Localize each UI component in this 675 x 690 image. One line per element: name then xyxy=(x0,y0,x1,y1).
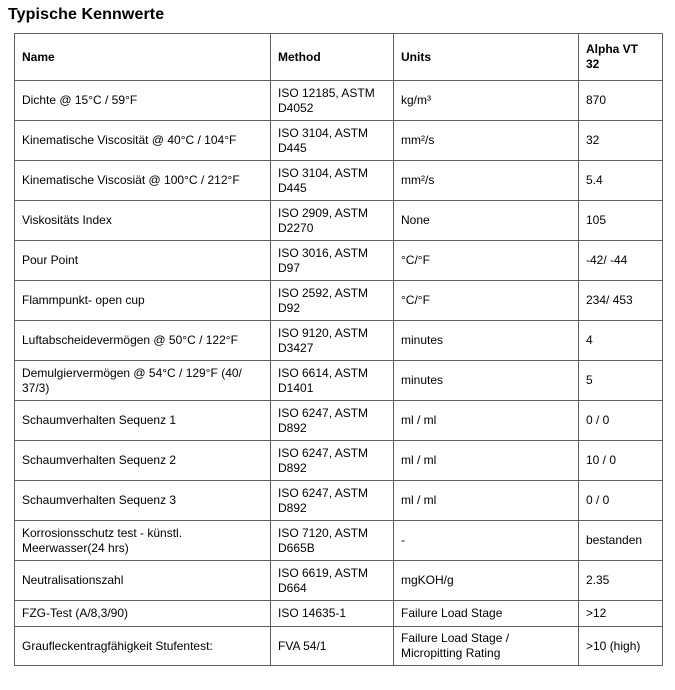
cell-units: ml / ml xyxy=(393,440,579,481)
cell-value: 0 / 0 xyxy=(578,400,663,441)
column-header-units: Units xyxy=(393,33,579,81)
cell-value: 870 xyxy=(578,80,663,121)
cell-units: mm²/s xyxy=(393,160,579,201)
cell-value: >10 (high) xyxy=(578,626,663,666)
cell-value: 5.4 xyxy=(578,160,663,201)
table-row: Pour Point ISO 3016, ASTM D97 °C/°F -42/ -4… xyxy=(14,240,663,281)
cell-value: 234/ 453 xyxy=(578,280,663,321)
cell-name: Demulgiervermögen @ 54°C / 129°F (40/ 37… xyxy=(14,360,271,401)
cell-name: FZG-Test (A/8,3/90) xyxy=(14,600,271,627)
cell-name: Kinematische Viscosiät @ 100°C / 212°F xyxy=(14,160,271,201)
cell-method: ISO 6247, ASTM D892 xyxy=(270,480,394,521)
cell-name: Flammpunkt- open cup xyxy=(14,280,271,321)
cell-units: kg/m³ xyxy=(393,80,579,121)
column-header-method: Method xyxy=(270,33,394,81)
column-header-alpha-vt-32: Alpha VT 32 xyxy=(578,33,663,81)
column-header-name: Name xyxy=(14,33,271,81)
cell-method: ISO 6247, ASTM D892 xyxy=(270,440,394,481)
cell-method: ISO 7120, ASTM D665B xyxy=(270,520,394,561)
cell-units: minutes xyxy=(393,360,579,401)
cell-method: FVA 54/1 xyxy=(270,626,394,666)
cell-method: ISO 9120, ASTM D3427 xyxy=(270,320,394,361)
cell-value: 105 xyxy=(578,200,663,241)
cell-name: Neutralisationszahl xyxy=(14,560,271,601)
page-title: Typische Kennwerte xyxy=(8,6,165,23)
cell-units: °C/°F xyxy=(393,280,579,321)
table-row: Dichte @ 15°C / 59°F ISO 12185, ASTM D405… xyxy=(14,80,663,121)
cell-value: 4 xyxy=(578,320,663,361)
table-row: Viskositäts Index ISO 2909, ASTM D2270 Non… xyxy=(14,200,663,241)
cell-name: Pour Point xyxy=(14,240,271,281)
cell-value: -42/ -44 xyxy=(578,240,663,281)
table-header: Name Method Units Alpha VT 32 xyxy=(14,33,663,81)
cell-method: ISO 2592, ASTM D92 xyxy=(270,280,394,321)
table-row: Kinematische Viscosiät @ 100°C / 212°F IS… xyxy=(14,160,663,201)
table-row: Neutralisationszahl ISO 6619, ASTM D664 mg… xyxy=(14,560,663,601)
cell-value: bestanden xyxy=(578,520,663,561)
cell-method: ISO 14635-1 xyxy=(270,600,394,627)
cell-units: None xyxy=(393,200,579,241)
cell-units: °C/°F xyxy=(393,240,579,281)
table-row: FZG-Test (A/8,3/90) ISO 14635-1 Failure Lo… xyxy=(14,600,663,627)
cell-name: Viskositäts Index xyxy=(14,200,271,241)
cell-method: ISO 6614, ASTM D1401 xyxy=(270,360,394,401)
cell-method: ISO 2909, ASTM D2270 xyxy=(270,200,394,241)
cell-name: Schaumverhalten Sequenz 3 xyxy=(14,480,271,521)
cell-method: ISO 6619, ASTM D664 xyxy=(270,560,394,601)
table-row: Schaumverhalten Sequenz 2 ISO 6247, ASTM … xyxy=(14,440,663,481)
cell-value: >12 xyxy=(578,600,663,627)
cell-method: ISO 6247, ASTM D892 xyxy=(270,400,394,441)
table-row: Schaumverhalten Sequenz 1 ISO 6247, ASTM … xyxy=(14,400,663,441)
spec-table: Name Method Units Alpha VT 32 Dichte @ 1… xyxy=(14,33,663,666)
table-row: Demulgiervermögen @ 54°C / 129°F (40/ 37… xyxy=(14,360,663,401)
table-row: Graufleckentragfähigkeit Stufentest: FVA … xyxy=(14,626,663,666)
cell-units: - xyxy=(393,520,579,561)
cell-value: 0 / 0 xyxy=(578,480,663,521)
table-row: Kinematische Viscosität @ 40°C / 104°F IS… xyxy=(14,120,663,161)
cell-units: ml / ml xyxy=(393,480,579,521)
cell-name: Korrosionsschutz test - künstl. Meerwass… xyxy=(14,520,271,561)
cell-method: ISO 12185, ASTM D4052 xyxy=(270,80,394,121)
table-row: Flammpunkt- open cup ISO 2592, ASTM D92 °C… xyxy=(14,280,663,321)
cell-units: mm²/s xyxy=(393,120,579,161)
table-row: Luftabscheidevermögen @ 50°C / 122°F ISO … xyxy=(14,320,663,361)
cell-units: minutes xyxy=(393,320,579,361)
table-row: Schaumverhalten Sequenz 3 ISO 6247, ASTM … xyxy=(14,480,663,521)
cell-units: mgKOH/g xyxy=(393,560,579,601)
cell-value: 10 / 0 xyxy=(578,440,663,481)
cell-name: Schaumverhalten Sequenz 2 xyxy=(14,440,271,481)
header-row: Name Method Units Alpha VT 32 xyxy=(14,33,663,81)
cell-name: Kinematische Viscosität @ 40°C / 104°F xyxy=(14,120,271,161)
table-row: Korrosionsschutz test - künstl. Meerwass… xyxy=(14,520,663,561)
cell-value: 32 xyxy=(578,120,663,161)
cell-method: ISO 3016, ASTM D97 xyxy=(270,240,394,281)
cell-method: ISO 3104, ASTM D445 xyxy=(270,160,394,201)
cell-units: Failure Load Stage xyxy=(393,600,579,627)
cell-units: ml / ml xyxy=(393,400,579,441)
cell-name: Schaumverhalten Sequenz 1 xyxy=(14,400,271,441)
cell-value: 2.35 xyxy=(578,560,663,601)
cell-units: Failure Load Stage / Micropitting Rating xyxy=(393,626,579,666)
cell-name: Luftabscheidevermögen @ 50°C / 122°F xyxy=(14,320,271,361)
cell-value: 5 xyxy=(578,360,663,401)
table-body: Dichte @ 15°C / 59°F ISO 12185, ASTM D405… xyxy=(14,80,663,666)
cell-method: ISO 3104, ASTM D445 xyxy=(270,120,394,161)
cell-name: Dichte @ 15°C / 59°F xyxy=(14,80,271,121)
cell-name: Graufleckentragfähigkeit Stufentest: xyxy=(14,626,271,666)
